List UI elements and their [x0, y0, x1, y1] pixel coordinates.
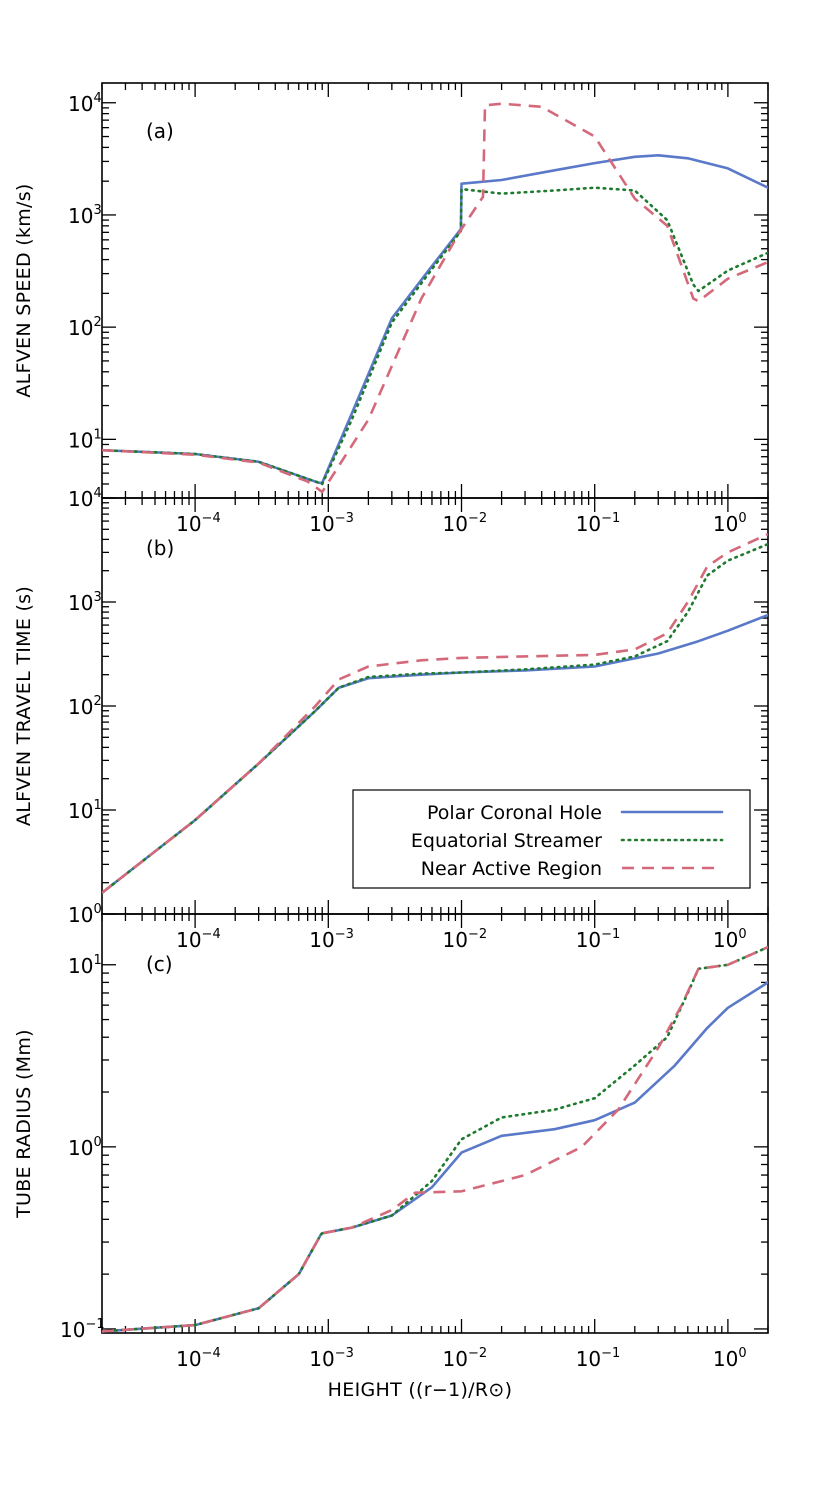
x-tick-label: 10−2 [443, 511, 488, 536]
x-tick-label: 10−1 [576, 511, 621, 536]
y-tick-label: 10−1 [60, 1317, 105, 1342]
y-tick-label: 103 [68, 590, 102, 615]
plot-frame [101, 82, 769, 499]
y-tick-label: 101 [68, 798, 102, 823]
y-axis-title: ALFVEN SPEED (km/s) [13, 183, 35, 397]
legend: Polar Coronal Hole Equatorial Streamer Nea… [352, 789, 751, 889]
panel-label: (c) [146, 952, 173, 976]
y-tick-label: 104 [68, 486, 102, 511]
x-tick-label: 100 [713, 927, 747, 952]
y-tick-label: 102 [68, 694, 102, 719]
series-line-near-active-region [102, 102, 768, 494]
panel-label: (b) [146, 536, 174, 560]
x-tick-label: 10−4 [176, 1346, 221, 1371]
series-line-equatorial-streamer [102, 542, 768, 895]
y-axis-title: TUBE RADIUS (Mm) [13, 1029, 35, 1219]
y-tick-label: 100 [68, 902, 102, 927]
y-tick-label: 101 [68, 427, 102, 452]
series-line-equatorial-streamer [102, 945, 768, 1333]
plot-frame [101, 913, 769, 1334]
y-tick-label: 101 [68, 953, 102, 978]
x-tick-label: 10−4 [176, 511, 221, 536]
panel-c: 10−4 10−3 10−2 10−1 100 10−1 100 101 TUBE RADIUS… [13, 913, 769, 1401]
x-tick-label: 10−1 [576, 1346, 621, 1371]
x-tick-label: 10−3 [309, 927, 354, 952]
series-line-near-active-region [102, 532, 768, 894]
series-line-equatorial-streamer [102, 186, 768, 486]
x-tick-label: 10−3 [309, 1346, 354, 1371]
legend-label: Polar Coronal Hole [427, 802, 602, 824]
x-tick-label: 10−4 [176, 927, 221, 952]
series-line-polar-coronal-hole [102, 154, 768, 485]
x-tick-label: 100 [713, 1346, 747, 1371]
legend-label: Equatorial Streamer [411, 830, 602, 852]
y-tick-label: 103 [68, 203, 102, 228]
legend-box [352, 789, 751, 889]
series-line-near-active-region [102, 945, 768, 1333]
y-axis-title: ALFVEN TRAVEL TIME (s) [13, 586, 35, 826]
legend-label: Near Active Region [421, 858, 602, 880]
x-tick-label: 100 [713, 511, 747, 536]
x-tick-label: 10−1 [576, 927, 621, 952]
x-tick-label: 10−2 [443, 927, 488, 952]
y-tick-label: 102 [68, 315, 102, 340]
x-tick-label: 10−3 [309, 511, 354, 536]
x-tick-label: 10−2 [443, 1346, 488, 1371]
y-tick-label: 100 [68, 1135, 102, 1160]
panel-a: 10−4 10−3 10−2 10−1 100 101 102 103 104 ALFVEN SP… [13, 82, 769, 536]
panel-label: (a) [146, 119, 174, 143]
x-axis-title: HEIGHT ((r−1)/R⊙) [328, 1379, 513, 1401]
y-tick-label: 104 [68, 91, 102, 116]
